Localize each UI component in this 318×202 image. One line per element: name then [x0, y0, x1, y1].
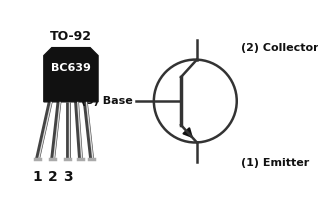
Text: BC639: BC639	[51, 63, 91, 73]
Text: (1) Emitter: (1) Emitter	[241, 158, 309, 168]
Text: 3: 3	[63, 170, 73, 184]
Text: (2) Collector: (2) Collector	[241, 43, 318, 53]
Text: 1: 1	[32, 170, 42, 184]
Text: 2: 2	[48, 170, 58, 184]
Text: TO-92: TO-92	[50, 30, 92, 43]
Polygon shape	[44, 48, 98, 102]
Text: (3) Base: (3) Base	[81, 96, 133, 106]
